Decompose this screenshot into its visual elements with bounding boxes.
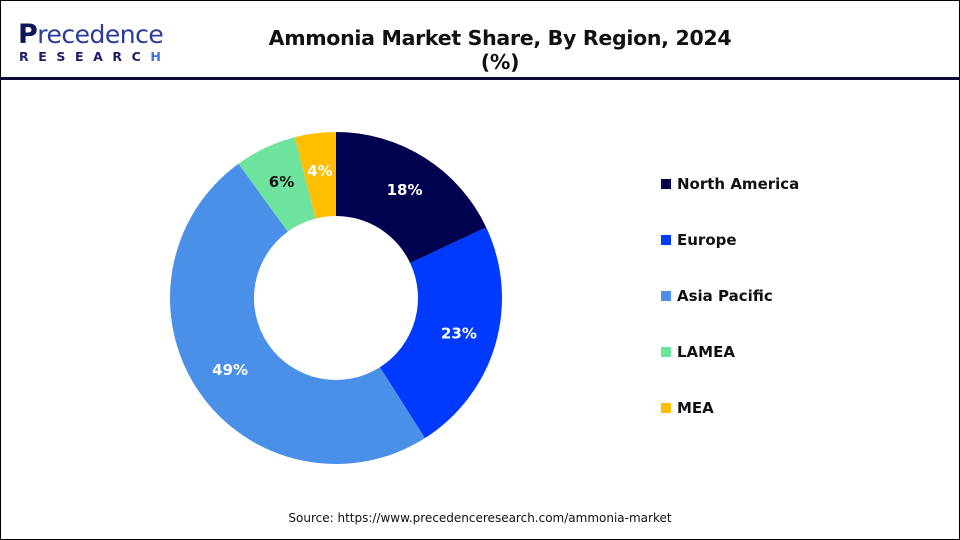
slice-europe — [379, 227, 502, 439]
slice-mea — [294, 132, 336, 219]
slice-label-europe: 23% — [441, 325, 477, 343]
donut-slices — [170, 132, 502, 464]
legend-label: Europe — [677, 231, 737, 249]
legend-swatch-north-america — [661, 179, 671, 189]
slice-lamea — [238, 137, 316, 232]
logo-wordmark: Precedence — [18, 19, 164, 50]
legend-item-mea: MEA — [661, 399, 714, 417]
slice-label-north-america: 18% — [387, 181, 423, 199]
donut-chart: 18% 23% 49% 6% 4% — [170, 132, 502, 464]
chart-title: Ammonia Market Share, By Region, 2024 (%… — [268, 26, 732, 74]
legend-swatch-lamea — [661, 347, 671, 357]
logo-subtitle: RESEARCH — [19, 49, 171, 64]
slice-label-mea: 4% — [307, 162, 332, 180]
legend-swatch-asia-pacific — [661, 291, 671, 301]
legend-label: Asia Pacific — [677, 287, 773, 305]
header: Precedence RESEARCH Ammonia Market Share… — [0, 0, 960, 80]
legend-swatch-europe — [661, 235, 671, 245]
legend-item-asia-pacific: Asia Pacific — [661, 287, 773, 305]
slice-label-lamea: 6% — [269, 173, 294, 191]
slice-north-america — [336, 132, 487, 264]
legend-item-north-america: North America — [661, 175, 799, 193]
legend-item-lamea: LAMEA — [661, 343, 735, 361]
precedence-research-logo: Precedence RESEARCH — [18, 19, 171, 64]
slice-asia-pacific — [170, 163, 425, 464]
legend-label: North America — [677, 175, 800, 193]
donut-slice-labels: 18% 23% 49% 6% 4% — [212, 162, 477, 379]
source-note: Source: https://www.precedenceresearch.c… — [288, 511, 672, 525]
legend-item-europe: Europe — [661, 231, 737, 249]
legend-label: MEA — [677, 399, 714, 417]
legend-swatch-mea — [661, 403, 671, 413]
slice-label-asia-pacific: 49% — [212, 361, 248, 379]
legend-label: LAMEA — [677, 343, 735, 361]
